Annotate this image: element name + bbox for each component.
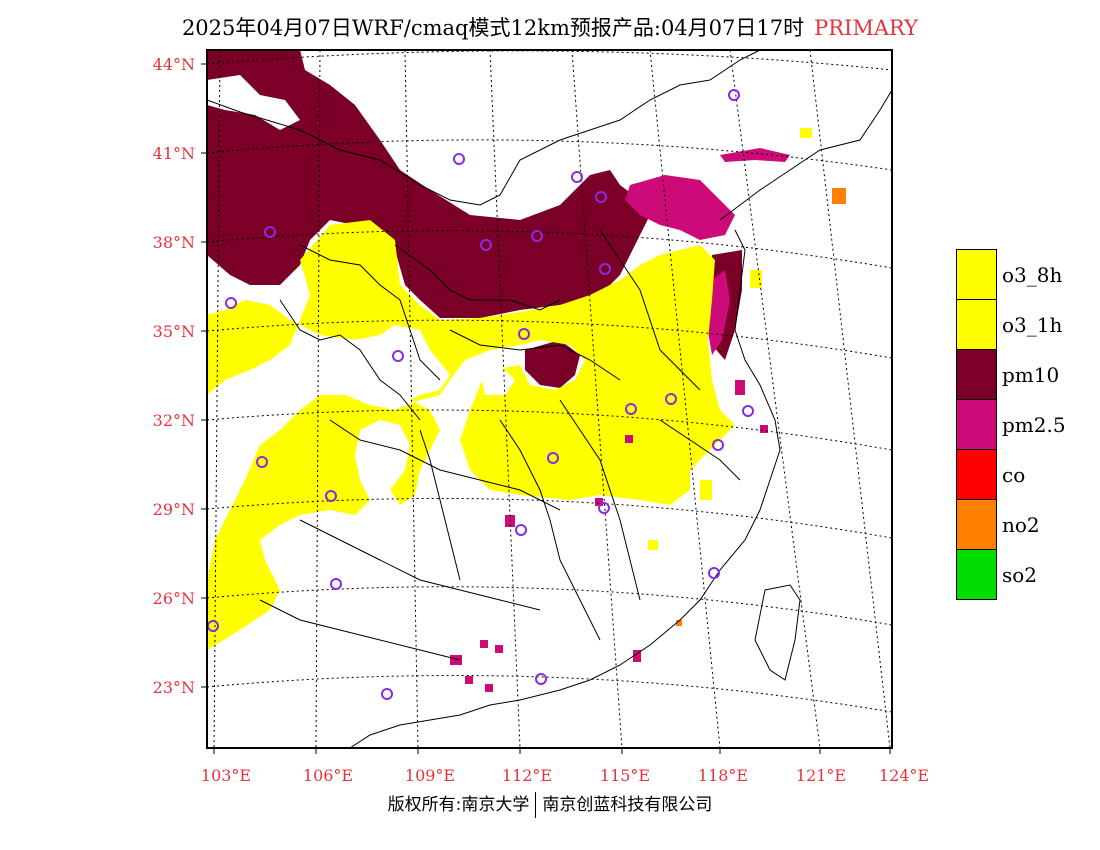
lat-label: 35°N bbox=[153, 322, 195, 341]
pm25-region-ne bbox=[720, 148, 790, 162]
longitude-labels: 103°E 106°E 109°E 112°E 115°E 118°E 121°… bbox=[201, 766, 929, 785]
lon-label: 109°E bbox=[405, 766, 455, 785]
pm10-region-north bbox=[207, 50, 650, 318]
copyright-footer: 版权所有:南京大学 南京创蓝科技有限公司 bbox=[0, 790, 1100, 818]
copyright-owner: 版权所有:南京大学 bbox=[387, 795, 530, 815]
pm25-region-north bbox=[625, 175, 735, 240]
legend-item-so2: so2 bbox=[956, 549, 1100, 600]
pollutant-legend: o3_8h o3_1h pm10 pm2.5 co no2 so2 bbox=[956, 249, 1100, 600]
legend-label: o3_1h bbox=[1002, 313, 1063, 337]
legend-label: pm10 bbox=[1002, 363, 1060, 387]
lon-label: 106°E bbox=[303, 766, 353, 785]
legend-label: no2 bbox=[1002, 513, 1040, 537]
legend-swatch bbox=[956, 549, 997, 600]
legend-item-no2: no2 bbox=[956, 499, 1100, 549]
copyright-company: 南京创蓝科技有限公司 bbox=[542, 795, 713, 815]
clear-gap-north bbox=[207, 75, 300, 130]
map-layers bbox=[207, 50, 892, 748]
legend-swatch bbox=[956, 249, 997, 299]
map-title: 2025年04月07日WRF/cmaq模式12km预报产品:04月07日17时 P… bbox=[0, 12, 1100, 42]
no2-spot-2 bbox=[676, 620, 682, 626]
legend-item-o3-1h: o3_1h bbox=[956, 299, 1100, 349]
legend-swatch bbox=[956, 449, 997, 499]
o3-region-west bbox=[207, 220, 735, 650]
legend-item-co: co bbox=[956, 449, 1100, 499]
legend-label: co bbox=[1002, 463, 1026, 487]
lon-label: 118°E bbox=[698, 766, 748, 785]
lat-label: 41°N bbox=[153, 144, 195, 163]
map-frame bbox=[206, 49, 893, 749]
map-title-text: 2025年04月07日WRF/cmaq模式12km预报产品:04月07日17时 bbox=[181, 16, 805, 40]
lon-label: 115°E bbox=[600, 766, 650, 785]
legend-swatch bbox=[956, 349, 997, 399]
legend-swatch bbox=[956, 399, 997, 449]
legend-item-o3-8h: o3_8h bbox=[956, 249, 1100, 299]
lat-label: 23°N bbox=[153, 678, 195, 697]
lat-label: 26°N bbox=[153, 589, 195, 608]
no2-spot bbox=[832, 188, 846, 204]
clear-gap-central bbox=[320, 340, 400, 390]
boundaries bbox=[207, 50, 892, 748]
legend-label: so2 bbox=[1002, 563, 1038, 587]
station-markers bbox=[207, 89, 754, 700]
legend-label: pm2.5 bbox=[1002, 413, 1066, 437]
pm10-region-central bbox=[525, 340, 580, 388]
legend-swatch bbox=[956, 499, 997, 549]
graticule bbox=[207, 50, 892, 748]
lat-label: 32°N bbox=[153, 411, 195, 430]
lat-label: 38°N bbox=[153, 233, 195, 252]
legend-item-pm10: pm10 bbox=[956, 349, 1100, 399]
legend-label: o3_8h bbox=[1002, 263, 1063, 287]
lat-label: 29°N bbox=[153, 500, 195, 519]
primary-tag: PRIMARY bbox=[814, 16, 919, 40]
legend-swatch bbox=[956, 299, 997, 349]
axis-ticks bbox=[201, 63, 891, 754]
footer-divider bbox=[535, 792, 537, 818]
legend-item-pm25: pm2.5 bbox=[956, 399, 1100, 449]
lon-label: 103°E bbox=[201, 766, 251, 785]
lon-label: 112°E bbox=[502, 766, 552, 785]
latitude-labels: 44°N 41°N 38°N 35°N 32°N 29°N 26°N 23°N bbox=[153, 55, 195, 697]
lon-label: 121°E bbox=[796, 766, 846, 785]
lat-label: 44°N bbox=[153, 55, 195, 74]
lon-label: 124°E bbox=[879, 766, 929, 785]
clear-gap-central-2 bbox=[480, 365, 515, 395]
